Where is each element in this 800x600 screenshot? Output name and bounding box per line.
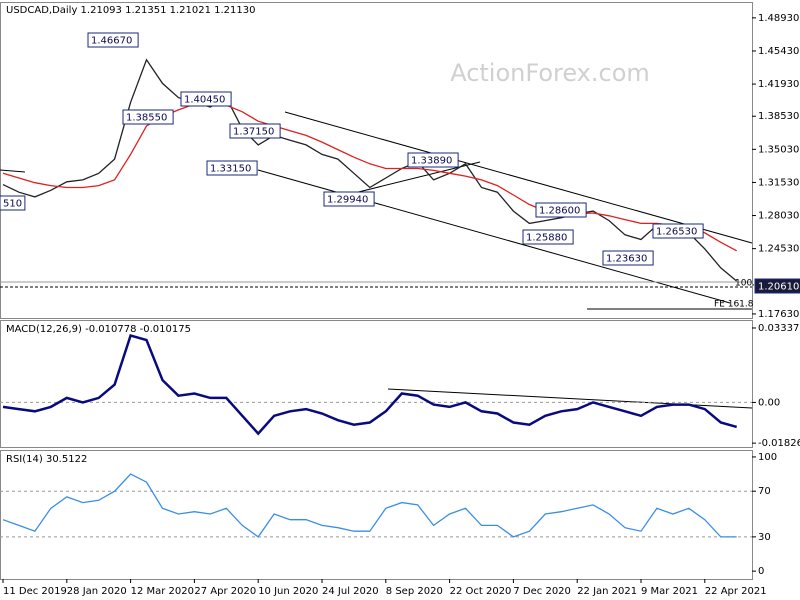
rsi-title: RSI(14) 30.5122	[6, 454, 87, 465]
price-label: 1.29940	[327, 195, 368, 206]
x-tick-label: 22 Apr 2021	[705, 586, 767, 597]
x-tick-label: 22 Oct 2020	[450, 586, 512, 597]
y-tick-label: 1.45430	[758, 46, 799, 57]
rsi-panel	[0, 450, 753, 580]
y-tick-label: 0.03337	[758, 323, 799, 334]
y-tick-label: 1.28030	[758, 211, 799, 222]
price-label: 1.28600	[539, 206, 580, 217]
y-tick-label: 1.38530	[758, 111, 799, 122]
y-tick-label: 1.24530	[758, 244, 799, 255]
price-label-box	[323, 191, 375, 207]
price-title: USDCAD,Daily 1.21093 1.21351 1.21021 1.2…	[6, 5, 256, 16]
fibo-label: FE 161.8	[714, 300, 754, 310]
x-tick-label: 12 Mar 2020	[131, 586, 194, 597]
x-tick-label: 24 Jul 2020	[322, 586, 379, 597]
price-label-box	[535, 202, 587, 218]
x-tick-label: 10 Jun 2020	[258, 586, 318, 597]
y-tick-label: 1.31530	[758, 177, 799, 188]
y-tick-label: 30	[758, 532, 771, 543]
price-label: 1.37150	[233, 127, 274, 138]
trend-line	[0, 169, 26, 173]
price-label-box	[229, 123, 281, 139]
y-tick-label: 1.35030	[758, 144, 799, 155]
price-panel	[0, 2, 753, 319]
series-line	[2, 103, 738, 252]
x-tick-label: 27 Apr 2020	[194, 586, 256, 597]
series-line	[2, 473, 737, 538]
price-label: 1.33890	[411, 156, 452, 167]
y-tick-label: 1.41930	[758, 79, 799, 90]
y-tick-label: -0.018262	[758, 438, 800, 449]
price-label-box	[754, 278, 800, 294]
price-label-box	[652, 223, 704, 239]
x-tick-label: 22 Jan 2021	[577, 586, 637, 597]
x-tick-label: 9 Mar 2021	[641, 586, 698, 597]
y-tick-label: 70	[758, 486, 771, 497]
macd-panel	[0, 320, 753, 448]
fibo-label: 100.0	[735, 279, 761, 289]
x-tick-label: 28 Jan 2020	[67, 586, 127, 597]
price-label: 510	[3, 199, 22, 210]
channel-upper	[284, 111, 753, 244]
y-tick-label: 1.17630	[758, 309, 799, 320]
price-label: 1.25880	[526, 233, 567, 244]
price-label-box	[407, 152, 459, 168]
price-label-box	[206, 160, 258, 176]
x-tick-label: 7 Dec 2020	[513, 586, 571, 597]
price-label: 1.26530	[656, 227, 697, 238]
price-label-box	[122, 109, 174, 125]
price-label-box	[602, 250, 654, 266]
price-label-box	[522, 229, 574, 245]
x-tick-label: 8 Sep 2020	[386, 586, 443, 597]
price-label: 1.46670	[91, 36, 132, 47]
price-label-box	[0, 195, 26, 211]
watermark: ActionForex.com	[450, 59, 650, 87]
y-tick-label: 1.48930	[758, 13, 799, 24]
price-label: 1.38550	[126, 113, 167, 124]
y-tick-label: 100	[758, 452, 777, 463]
price-label: 1.20610	[758, 282, 799, 293]
price-label: 1.40450	[184, 95, 225, 106]
price-label-box	[180, 91, 232, 107]
y-tick-label: 0.00	[758, 397, 780, 408]
price-label-box	[87, 32, 139, 48]
price-label: 1.33150	[210, 164, 251, 175]
y-tick-label: 0	[758, 566, 764, 577]
macd-title: MACD(12,26,9) -0.010778 -0.010175	[6, 324, 191, 335]
x-tick-label: 11 Dec 2019	[3, 586, 67, 597]
series-line	[2, 333, 738, 436]
price-label: 1.23630	[606, 254, 647, 265]
